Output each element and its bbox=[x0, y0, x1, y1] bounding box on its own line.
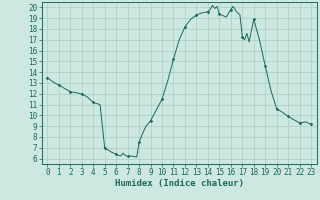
X-axis label: Humidex (Indice chaleur): Humidex (Indice chaleur) bbox=[115, 179, 244, 188]
